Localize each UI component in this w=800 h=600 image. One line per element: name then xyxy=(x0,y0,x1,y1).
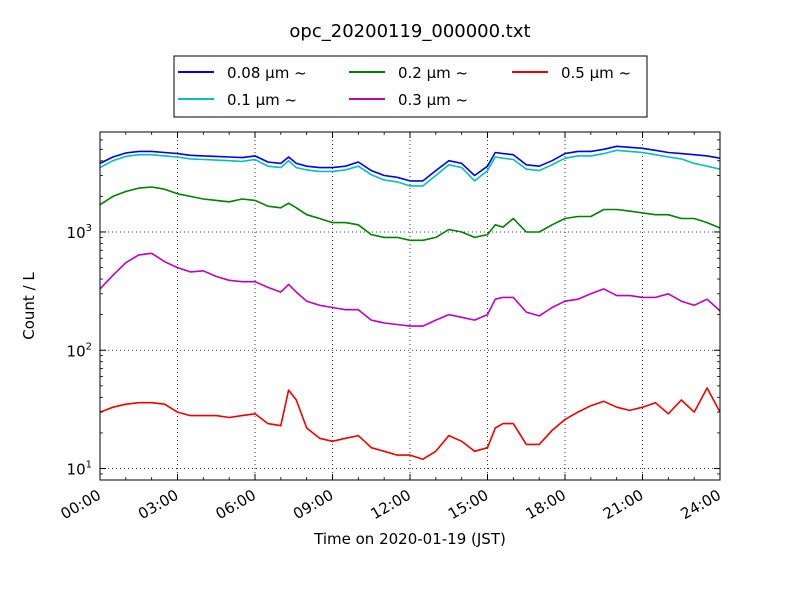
series-group xyxy=(99,145,721,461)
legend-label-0: 0.08 μm ~ xyxy=(227,64,307,82)
series-line-3 xyxy=(99,252,721,327)
ticks xyxy=(99,131,721,481)
y-tick-label: 101 xyxy=(67,460,92,479)
grid xyxy=(100,132,720,480)
chart-title: opc_20200119_000000.txt xyxy=(289,21,530,42)
series-line-2 xyxy=(99,186,721,242)
series-line-0 xyxy=(99,145,721,182)
legend-label-3: 0.3 μm ~ xyxy=(398,91,468,109)
y-tick-labels: 101 102 103 xyxy=(67,223,92,479)
series-line-1 xyxy=(99,149,721,187)
y-tick-label: 103 xyxy=(67,223,92,242)
series-line-4 xyxy=(99,387,721,461)
legend-box xyxy=(173,55,648,118)
legend: 0.08 μm ~ 0.1 μm ~ 0.2 μm ~ 0.3 μm ~ 0.5 μm … xyxy=(173,55,648,118)
legend-label-4: 0.5 μm ~ xyxy=(561,64,631,82)
x-axis-label: Time on 2020-01-19 (JST) xyxy=(313,530,506,548)
y-tick-label: 102 xyxy=(67,341,92,360)
legend-label-1: 0.1 μm ~ xyxy=(227,91,297,109)
y-axis-label: Count / L xyxy=(20,272,38,340)
legend-label-2: 0.2 μm ~ xyxy=(398,64,468,82)
